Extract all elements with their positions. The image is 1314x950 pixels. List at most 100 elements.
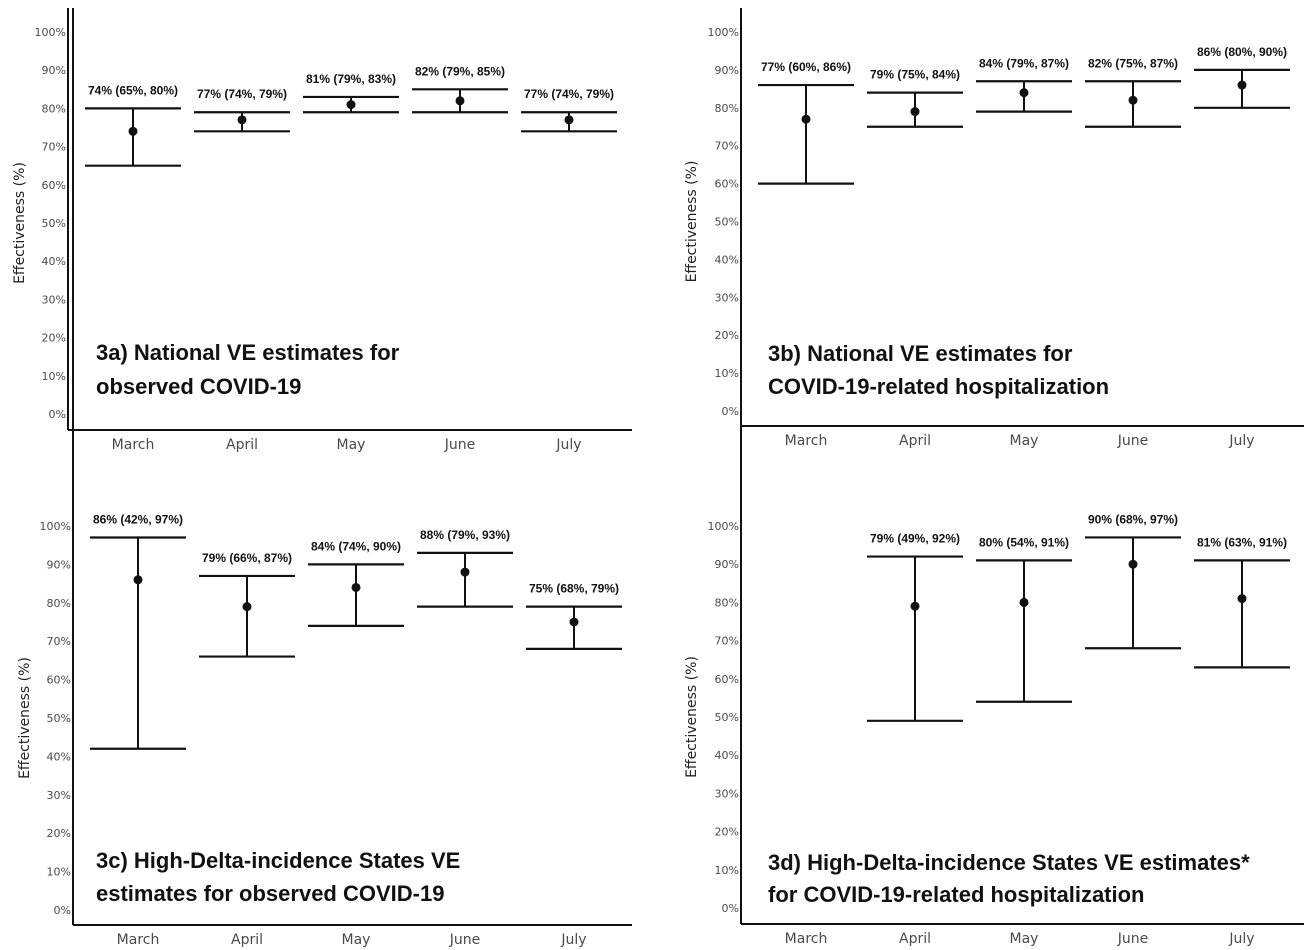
chart-panel: 0% 10% 20% 30% 40% 50% 60% 70% 80% 90% 100% March Ap… <box>12 8 632 453</box>
x-tick-label: March <box>785 433 828 449</box>
x-tick-label: March <box>785 931 828 947</box>
estimate-data-label: 79% (66%, 87%) <box>202 551 292 565</box>
y-axis-label: Effectiveness (%) <box>684 656 700 778</box>
x-tick-label: April <box>899 433 931 449</box>
y-tick-label: 50% <box>42 217 66 230</box>
y-tick-label: 0% <box>49 408 66 421</box>
y-tick-label: 10% <box>47 866 71 879</box>
estimate-data-label: 86% (80%, 90%) <box>1197 45 1287 59</box>
y-tick-label: 20% <box>47 827 71 840</box>
estimate-point <box>1019 88 1029 98</box>
estimate-point <box>910 107 920 117</box>
y-tick-label: 40% <box>715 749 739 762</box>
y-tick-label: 0% <box>722 902 739 915</box>
estimate-point <box>569 617 579 627</box>
estimate-point <box>1237 80 1247 90</box>
x-tick-label: June <box>1117 433 1149 449</box>
y-tick-label: 90% <box>715 558 739 571</box>
x-tick-label: April <box>231 932 263 948</box>
y-tick-label: 30% <box>715 787 739 800</box>
y-tick-label: 90% <box>42 64 66 77</box>
estimate-data-label: 77% (74%, 79%) <box>197 87 287 101</box>
estimate-data-label: 77% (60%, 86%) <box>761 60 851 74</box>
y-tick-label: 10% <box>715 367 739 380</box>
estimate-data-label: 75% (68%, 79%) <box>529 582 619 596</box>
panel-title-line: observed COVID-19 <box>96 374 301 399</box>
estimate-point <box>1237 594 1247 604</box>
estimate-point <box>128 126 138 136</box>
y-tick-label: 60% <box>715 673 739 686</box>
panel-title-line: for COVID-19-related hospitalization <box>768 882 1145 907</box>
y-tick-label: 10% <box>42 370 66 383</box>
estimate-data-label: 82% (75%, 87%) <box>1088 56 1178 70</box>
y-tick-label: 100% <box>708 26 739 39</box>
x-tick-label: May <box>1010 433 1039 449</box>
estimate-data-label: 82% (79%, 85%) <box>415 64 505 78</box>
panel-title-line: 3a) National VE estimates for <box>96 340 400 365</box>
estimate-data-label: 77% (74%, 79%) <box>524 87 614 101</box>
panel-title-line: 3d) High-Delta-incidence States VE estim… <box>768 850 1250 875</box>
y-tick-label: 40% <box>715 253 739 266</box>
estimate-point <box>351 582 361 592</box>
chart-panel: 0% 10% 20% 30% 40% 50% 60% 70% 80% 90% 100% March Ap… <box>684 8 1304 449</box>
y-axis-label: Effectiveness (%) <box>17 657 33 779</box>
estimate-point <box>133 575 143 585</box>
estimate-data-label: 84% (74%, 90%) <box>311 539 401 553</box>
y-tick-label: 0% <box>722 405 739 418</box>
y-tick-label: 40% <box>47 750 71 763</box>
estimate-data-label: 90% (68%, 97%) <box>1088 512 1178 526</box>
estimate-point <box>1019 597 1029 607</box>
y-tick-label: 20% <box>715 826 739 839</box>
y-tick-label: 80% <box>715 102 739 115</box>
y-tick-label: 90% <box>47 558 71 571</box>
y-tick-label: 80% <box>47 597 71 610</box>
y-tick-label: 80% <box>715 596 739 609</box>
y-tick-label: 20% <box>715 329 739 342</box>
x-tick-label: June <box>1117 931 1149 947</box>
y-tick-label: 30% <box>42 293 66 306</box>
panel-title-line: 3b) National VE estimates for <box>768 341 1073 366</box>
panel-title-line: estimates for observed COVID-19 <box>96 881 444 906</box>
y-axis-label: Effectiveness (%) <box>12 162 28 284</box>
x-tick-label: July <box>1228 433 1254 449</box>
y-tick-label: 100% <box>40 520 71 533</box>
estimate-data-label: 74% (65%, 80%) <box>88 83 178 97</box>
x-tick-label: April <box>226 437 258 453</box>
estimate-data-label: 81% (79%, 83%) <box>306 72 396 86</box>
y-tick-label: 70% <box>47 635 71 648</box>
y-tick-label: 50% <box>715 711 739 724</box>
estimate-point <box>801 114 811 124</box>
x-tick-label: June <box>444 437 476 453</box>
x-tick-label: July <box>560 932 586 948</box>
estimate-point <box>910 601 920 611</box>
x-tick-label: May <box>342 932 371 948</box>
x-tick-label: July <box>555 437 581 453</box>
estimate-data-label: 79% (49%, 92%) <box>870 532 960 546</box>
estimate-data-label: 81% (63%, 91%) <box>1197 535 1287 549</box>
y-tick-label: 100% <box>708 520 739 533</box>
y-tick-label: 50% <box>47 712 71 725</box>
panel-title-line: COVID-19-related hospitalization <box>768 374 1109 399</box>
x-tick-label: March <box>112 437 155 453</box>
estimate-data-label: 79% (75%, 84%) <box>870 68 960 82</box>
x-tick-label: June <box>449 932 481 948</box>
y-tick-label: 40% <box>42 255 66 268</box>
y-tick-label: 20% <box>42 332 66 345</box>
y-tick-label: 60% <box>47 674 71 687</box>
estimate-point <box>242 602 252 612</box>
y-tick-label: 0% <box>54 904 71 917</box>
estimate-point <box>346 100 356 110</box>
estimate-point <box>564 115 574 125</box>
chart-panel: 0% 10% 20% 30% 40% 50% 60% 70% 80% 90% 100% March Ap… <box>17 8 632 948</box>
y-tick-label: 10% <box>715 864 739 877</box>
y-tick-label: 100% <box>35 26 66 39</box>
x-tick-label: May <box>1010 931 1039 947</box>
y-tick-label: 50% <box>715 216 739 229</box>
estimate-data-label: 80% (54%, 91%) <box>979 535 1069 549</box>
estimate-point <box>237 115 247 125</box>
estimate-point <box>460 567 470 577</box>
y-tick-label: 30% <box>715 291 739 304</box>
y-tick-label: 30% <box>47 789 71 802</box>
